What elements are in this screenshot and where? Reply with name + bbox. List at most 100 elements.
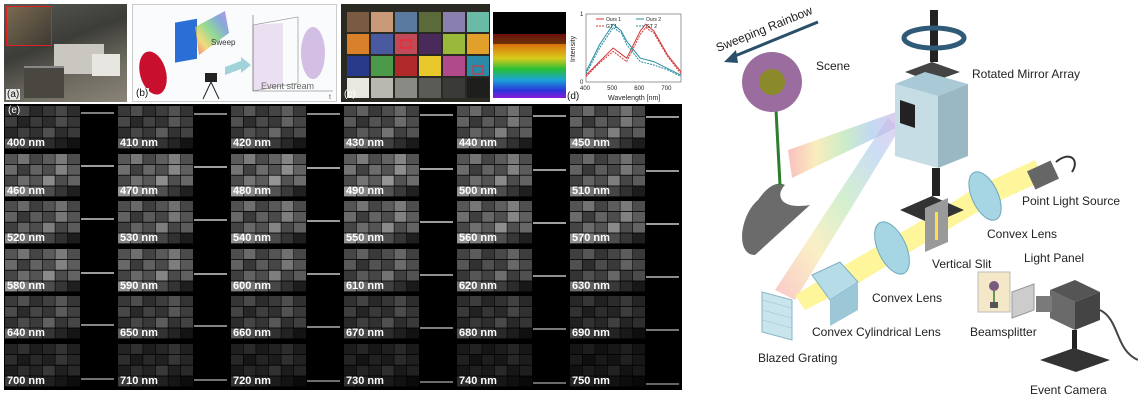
wavelength-cell: 700 nm [4,343,80,389]
gray-patch [42,116,55,127]
gray-patch [381,343,394,354]
gray-patch [30,270,43,281]
gray-patch [407,328,419,339]
gray-patch [633,106,645,116]
gray-patch [620,127,633,138]
gray-patch [143,365,156,376]
wavelength-label: 420 nm [233,137,271,149]
gray-patch [607,138,620,149]
gray-patch [30,233,43,244]
event-line [420,167,453,170]
gray-patch [394,164,407,175]
gray-patch [344,153,356,164]
wavelength-label: 650 nm [120,327,158,339]
gray-patch [294,343,306,354]
gray-patch [5,127,17,138]
gray-patch [17,270,30,281]
gray-patch [5,328,17,339]
gray-patch [256,116,269,127]
gray-patch [130,211,143,222]
gray-patch [482,354,495,365]
gray-patch [494,354,507,365]
gray-patch [570,270,582,281]
spectrum-chart: 400 500 600 700 0 1 Intensity Wavelength [nm]… [566,4,686,102]
checker-patches [5,106,80,149]
gray-patch [394,222,407,233]
gray-patch [620,222,633,233]
event-strip [646,152,679,199]
gray-patch [181,365,193,376]
gray-patch [243,175,256,186]
gray-patch [5,365,17,376]
gray-patch [381,354,394,365]
event-line [194,272,227,275]
gray-patch [570,201,582,211]
gray-patch [181,175,193,186]
gray-patch [469,185,482,196]
gray-patch [118,222,130,233]
gray-patch [633,164,645,175]
gray-patch [256,343,269,354]
gray-patch [256,233,269,244]
optical-setup-diagram: Sweeping Rainbow Scene Rotated Mirror Ar… [700,0,1138,400]
photo-inset [6,6,52,46]
gray-patch [570,116,582,127]
gray-patch [55,328,68,339]
gray-patch [268,296,281,306]
gray-patch [168,328,181,339]
gray-patch [181,185,193,196]
gray-patch [494,328,507,339]
gray-patch [620,354,633,365]
gray-patch [570,211,582,222]
wavelength-label: 610 nm [346,279,384,292]
gray-patch [155,354,168,365]
gray-patch [407,116,419,127]
event-strip [194,152,227,199]
gray-patch [482,365,495,376]
gray-patch [570,343,582,354]
checker-patches [231,201,306,244]
gray-patch [281,116,294,127]
gray-patch [457,138,469,149]
event-strip [81,247,114,294]
gray-patch [407,138,419,149]
gray-patch [155,317,168,328]
gray-patch [369,248,382,259]
gray-patch [281,185,294,196]
gray-patch [243,354,256,365]
gray-patch [118,270,130,281]
legend-entry: GT 2 [646,24,657,30]
gray-patch [356,317,369,328]
gray-patch [118,116,130,127]
gray-patch [118,127,130,138]
gray-patch [356,127,369,138]
wavelength-cell: 430 nm [343,105,419,151]
gray-patch [344,317,356,328]
gray-patch [281,317,294,328]
gray-patch [168,317,181,328]
gray-patch [294,354,306,365]
gray-patch [231,306,243,317]
rainbow-beam-icon [195,11,229,55]
gray-patch [633,116,645,127]
gray-patch [268,127,281,138]
gray-patch [231,296,243,306]
event-line [81,271,114,274]
event-strip [533,342,566,389]
gray-patch [520,106,532,116]
gray-patch [42,317,55,328]
gray-patch [17,343,30,354]
event-line [646,223,679,225]
gray-patch [369,106,382,116]
gray-patch [356,343,369,354]
wavelength-label: 730 nm [346,374,384,387]
gray-patch [17,185,30,196]
event-strip [81,295,114,341]
gray-patch [30,201,43,211]
color-patch [371,12,393,32]
wavelength-cell: 750 nm [569,343,645,389]
gray-patch [520,296,532,306]
gray-patch [607,106,620,116]
gray-patch [294,233,306,244]
gray-patch [607,296,620,306]
